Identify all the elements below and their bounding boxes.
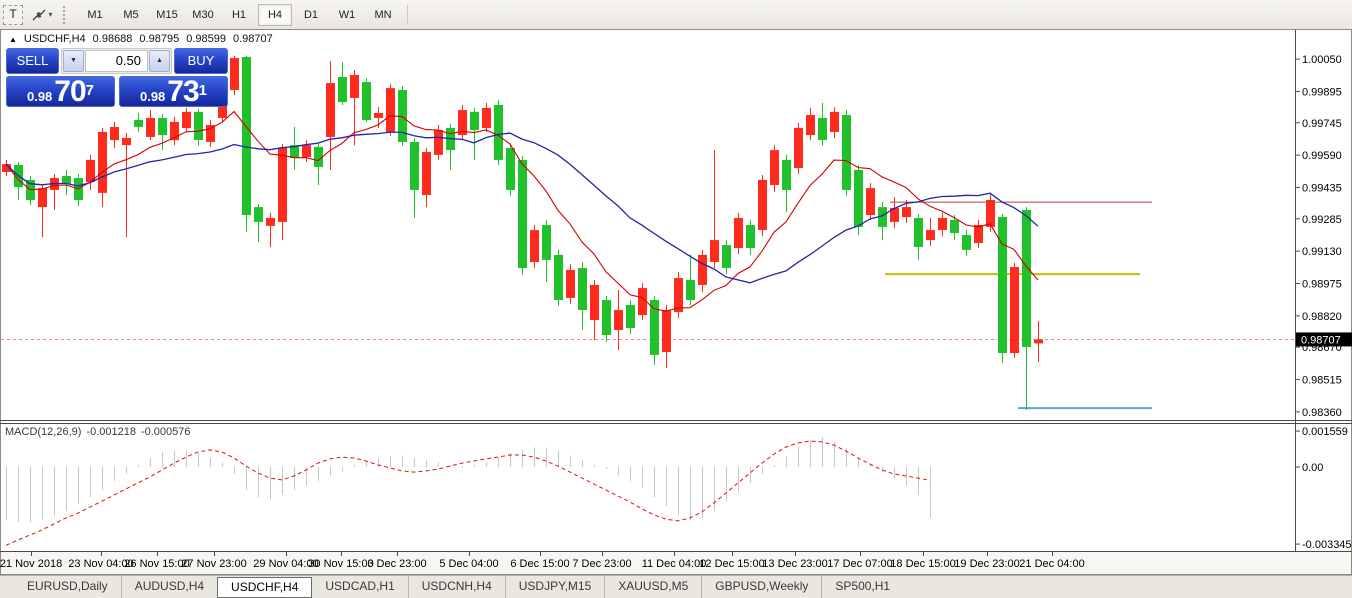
svg-text:30 Nov 15:00: 30 Nov 15:00	[308, 558, 373, 570]
fast-ma-line	[5, 110, 1039, 312]
ask-pip-digit: 1	[198, 82, 208, 99]
bid-price-display: 0.98 70 7	[6, 76, 115, 107]
svg-text:1.00050: 1.00050	[1302, 54, 1342, 66]
top-toolbar: T ▾ M1 M5 M15 M30 H1 H4 D1 W1 MN	[0, 0, 1352, 30]
svg-text:18 Dec 15:00: 18 Dec 15:00	[890, 558, 955, 570]
chart-tab-gbpusd[interactable]: GBPUSD,Weekly	[701, 576, 821, 598]
price-axis[interactable]: 1.00050 0.99895 0.99745 0.99590 0.99435 0.992…	[1295, 54, 1342, 419]
toolbar-grip	[63, 5, 71, 24]
svg-text:3 Dec 23:00: 3 Dec 23:00	[367, 558, 426, 570]
candlesticks	[2, 55, 1043, 411]
volume-decrease-button[interactable]: ▼	[63, 50, 84, 72]
timeframe-button-m5[interactable]: M5	[123, 8, 139, 21]
svg-text:29 Nov 04:00: 29 Nov 04:00	[253, 558, 318, 570]
timeframe-button-m15[interactable]: M15	[156, 8, 178, 21]
ask-prefix: 0.98	[139, 89, 166, 104]
toolbar-separator	[407, 4, 408, 25]
macd-name: MACD(12,26,9)	[5, 426, 82, 438]
timeframe-buttons: M1 M5 M15 M30 H1 H4 D1 W1 MN	[77, 3, 401, 26]
diagonal-arrows-icon	[32, 9, 46, 20]
buy-button[interactable]: BUY	[174, 48, 228, 74]
svg-text:19 Dec 23:00: 19 Dec 23:00	[954, 558, 1019, 570]
slow-ma-line	[5, 131, 1039, 284]
svg-text:0.98707: 0.98707	[1301, 334, 1341, 346]
svg-text:0.98820: 0.98820	[1302, 311, 1342, 323]
svg-text:12 Dec 15:00: 12 Dec 15:00	[699, 558, 764, 570]
bar-open-value: 0.98688	[92, 33, 133, 45]
timeframe-button-m30[interactable]: M30	[192, 8, 214, 21]
bar-close-value: 0.98707	[232, 33, 273, 45]
bid-pip-digit: 7	[85, 82, 95, 99]
chart-tab-usdchf[interactable]: USDCHF,H4	[217, 577, 313, 598]
chart-ohlc-title: ▲ USDCHF,H4 0.98688 0.98795 0.98599 0.98…	[9, 33, 273, 45]
macd-signal-value: -0.000576	[140, 426, 191, 438]
svg-text:27 Nov 23:00: 27 Nov 23:00	[181, 558, 246, 570]
ask-price-display: 0.98 73 1	[119, 76, 228, 107]
timeframe-button-h1[interactable]: H1	[231, 8, 247, 21]
svg-text:11 Dec 04:00: 11 Dec 04:00	[642, 558, 707, 570]
svg-text:21 Nov 2018: 21 Nov 2018	[0, 558, 62, 570]
svg-text:0.99895: 0.99895	[1302, 86, 1342, 98]
one-click-trading-panel: SELL ▼ 0.50 ▲ BUY 0.98 70 7 0.98 73 1	[6, 48, 228, 107]
chart-tab-usdcnh[interactable]: USDCNH,H4	[407, 576, 505, 598]
macd-histogram	[6, 437, 931, 523]
macd-main-value: -0.001218	[86, 426, 136, 438]
bar-low-value: 0.98599	[186, 33, 226, 45]
volume-input[interactable]: 0.50	[85, 50, 148, 72]
svg-text:0.98360: 0.98360	[1302, 407, 1342, 419]
chart-tab-usdjpy[interactable]: USDJPY,M15	[504, 576, 604, 598]
bid-prefix: 0.98	[26, 89, 53, 104]
current-price-marker: 0.98707	[1296, 332, 1352, 347]
sell-button[interactable]: SELL	[6, 48, 59, 74]
svg-text:0.99130: 0.99130	[1302, 246, 1342, 258]
timeframe-button-mn[interactable]: MN	[374, 8, 392, 21]
volume-increase-button[interactable]: ▲	[149, 50, 170, 72]
cursor-arrows-icon[interactable]: ▾	[31, 6, 53, 24]
volume-control: ▼ 0.50 ▲	[61, 48, 172, 74]
svg-text:0.99590: 0.99590	[1302, 150, 1342, 162]
text-tool-icon[interactable]: T	[3, 4, 23, 25]
svg-text:0.99285: 0.99285	[1302, 214, 1342, 226]
svg-text:-0.003345: -0.003345	[1302, 539, 1352, 551]
svg-text:26 Nov 15:00: 26 Nov 15:00	[124, 558, 189, 570]
svg-text:0.99745: 0.99745	[1302, 118, 1342, 130]
chart-tab-eurusd[interactable]: EURUSD,Daily	[27, 579, 108, 593]
svg-text:21 Dec 04:00: 21 Dec 04:00	[1019, 558, 1084, 570]
svg-text:13 Dec 23:00: 13 Dec 23:00	[762, 558, 827, 570]
svg-text:5 Dec 04:00: 5 Dec 04:00	[439, 558, 498, 570]
svg-text:23 Nov 04:00: 23 Nov 04:00	[68, 558, 133, 570]
chart-tab-xauusd[interactable]: XAUUSD,M5	[604, 576, 701, 598]
svg-text:0.98515: 0.98515	[1302, 375, 1342, 387]
chevron-down-icon: ▾	[48, 10, 53, 19]
svg-text:17 Dec 07:00: 17 Dec 07:00	[827, 558, 892, 570]
ask-big-digits: 73	[167, 75, 199, 108]
collapse-panel-icon[interactable]: ▲	[9, 34, 17, 44]
chart-tab-usdcad[interactable]: USDCAD,H1	[325, 579, 395, 593]
macd-signal-line	[5, 440, 931, 546]
macd-axis[interactable]: 0.001559 0.00 -0.003345	[1295, 426, 1352, 551]
chart-tab-sp500[interactable]: SP500,H1	[821, 576, 903, 598]
timeframe-button-h4[interactable]: H4	[258, 3, 292, 26]
chart-tab-audusd[interactable]: AUDUSD,H4	[120, 576, 217, 598]
svg-text:0.001559: 0.001559	[1302, 426, 1348, 438]
svg-text:6 Dec 15:00: 6 Dec 15:00	[510, 558, 569, 570]
svg-text:0.00: 0.00	[1302, 462, 1323, 474]
svg-text:0.98975: 0.98975	[1302, 278, 1342, 290]
chart-tab-bar: EURUSD,Daily AUDUSD,H4 USDCHF,H4 USDCAD,H1 U…	[0, 575, 1352, 598]
chart-window: 21 Nov 2018 23 Nov 04:00 26 Nov 15:00 27 No…	[0, 29, 1352, 575]
chart-symbol-label: USDCHF,H4	[23, 33, 86, 45]
bar-high-value: 0.98795	[139, 33, 180, 45]
macd-indicator-label: MACD(12,26,9) -0.001218 -0.000576	[5, 426, 191, 438]
timeframe-button-w1[interactable]: W1	[338, 8, 356, 21]
svg-text:0.99435: 0.99435	[1302, 182, 1342, 194]
svg-text:7 Dec 23:00: 7 Dec 23:00	[572, 558, 631, 570]
bid-big-digits: 70	[54, 75, 86, 108]
timeframe-button-m1[interactable]: M1	[87, 8, 103, 21]
timeframe-button-d1[interactable]: D1	[303, 8, 319, 21]
